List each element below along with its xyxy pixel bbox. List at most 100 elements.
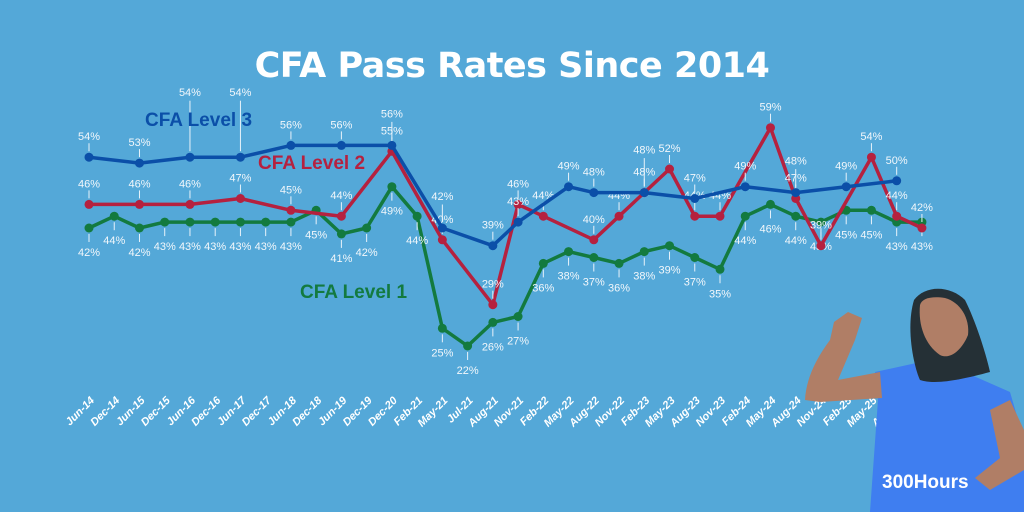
data-point (765, 199, 775, 209)
data-label: 37% (583, 277, 605, 289)
data-label: 36% (532, 282, 554, 294)
data-point (639, 188, 649, 198)
series-name-label: CFA Level 1 (300, 282, 407, 303)
data-point (134, 223, 144, 233)
data-point (538, 258, 548, 268)
woman-flexing-illustration (805, 288, 1024, 512)
data-point (841, 182, 851, 192)
data-label: 25% (431, 347, 453, 359)
data-label: 43% (911, 241, 933, 253)
data-point (639, 247, 649, 257)
data-label: 46% (507, 178, 529, 190)
data-label: 42% (128, 247, 150, 259)
data-label: 48% (633, 145, 655, 157)
data-point (589, 235, 599, 245)
data-point (362, 223, 372, 233)
data-point (816, 217, 826, 227)
data-point (564, 247, 574, 257)
data-label: 47% (684, 173, 706, 185)
data-label: 45% (305, 229, 327, 241)
data-label: 49% (734, 161, 756, 173)
data-point (589, 253, 599, 262)
data-label: 40% (583, 214, 605, 226)
data-label: 43% (179, 241, 201, 253)
data-point (665, 241, 675, 251)
data-label: 45% (835, 229, 857, 241)
data-label: 46% (78, 178, 100, 190)
data-point (892, 176, 902, 186)
data-point (160, 217, 170, 227)
data-label: 38% (633, 271, 655, 283)
data-label: 54% (229, 87, 251, 99)
data-label: 54% (78, 131, 100, 143)
data-label: 54% (179, 87, 201, 99)
data-point (387, 182, 397, 192)
data-label: 43% (886, 241, 908, 253)
data-label: 49% (381, 206, 403, 218)
data-label: 46% (128, 178, 150, 190)
data-point (564, 182, 574, 192)
data-label: 48% (785, 156, 807, 168)
data-point (286, 205, 296, 215)
data-point (235, 194, 245, 203)
data-point (463, 341, 473, 351)
data-point (488, 241, 498, 251)
data-label: 44% (886, 190, 908, 202)
data-point (210, 217, 220, 227)
data-point (614, 211, 624, 221)
data-label: 39% (810, 220, 832, 232)
data-point (488, 317, 498, 327)
data-label: 45% (860, 229, 882, 241)
data-label: 56% (381, 108, 403, 120)
data-label: 46% (759, 223, 781, 235)
data-point (261, 217, 271, 227)
data-label: 26% (482, 341, 504, 353)
data-label: 36% (608, 282, 630, 294)
data-point (715, 264, 725, 274)
data-point (84, 199, 94, 209)
data-point (665, 164, 675, 174)
data-label: 46% (179, 178, 201, 190)
data-label: 39% (659, 265, 681, 277)
data-point (185, 217, 195, 227)
data-point (109, 211, 119, 221)
chart-title: CFA Pass Rates Since 2014 (254, 46, 770, 86)
data-label: 54% (860, 131, 882, 143)
data-point (866, 205, 876, 215)
data-label: 39% (482, 220, 504, 232)
series-level-1: 42%44%42% 43% 43% 43% 43% 43% 43%45%41% 42%49%4… (78, 182, 933, 377)
data-label: 29% (482, 279, 504, 291)
data-point (513, 312, 523, 321)
data-label: 56% (330, 119, 352, 131)
data-label: 43% (229, 241, 251, 253)
data-label: 41% (330, 253, 352, 265)
data-point (134, 158, 144, 168)
data-point (614, 258, 624, 268)
data-point (791, 188, 801, 198)
data-label: 43% (204, 241, 226, 253)
data-label: 42% (356, 247, 378, 259)
data-point (84, 152, 94, 162)
series-line (88, 184, 922, 348)
data-point (740, 182, 750, 192)
data-point (437, 223, 447, 233)
data-point (185, 152, 195, 162)
data-point (437, 235, 447, 245)
data-point (690, 211, 700, 221)
data-label: 44% (406, 235, 428, 247)
data-label: 22% (457, 365, 479, 377)
data-label: 42% (78, 247, 100, 259)
data-point (740, 211, 750, 221)
data-label: 59% (759, 102, 781, 114)
data-point (715, 211, 725, 221)
series-level-3: 54% 53%54% 54%56% 56%56%42%39%43%49% 48%48%4… (78, 87, 908, 251)
data-label: 43% (255, 241, 277, 253)
data-label: 38% (558, 271, 580, 283)
data-point (488, 300, 498, 310)
data-point (134, 199, 144, 209)
data-label: 42% (431, 191, 453, 203)
data-label: 44% (785, 235, 807, 247)
data-point (336, 229, 346, 239)
data-point (412, 211, 422, 221)
